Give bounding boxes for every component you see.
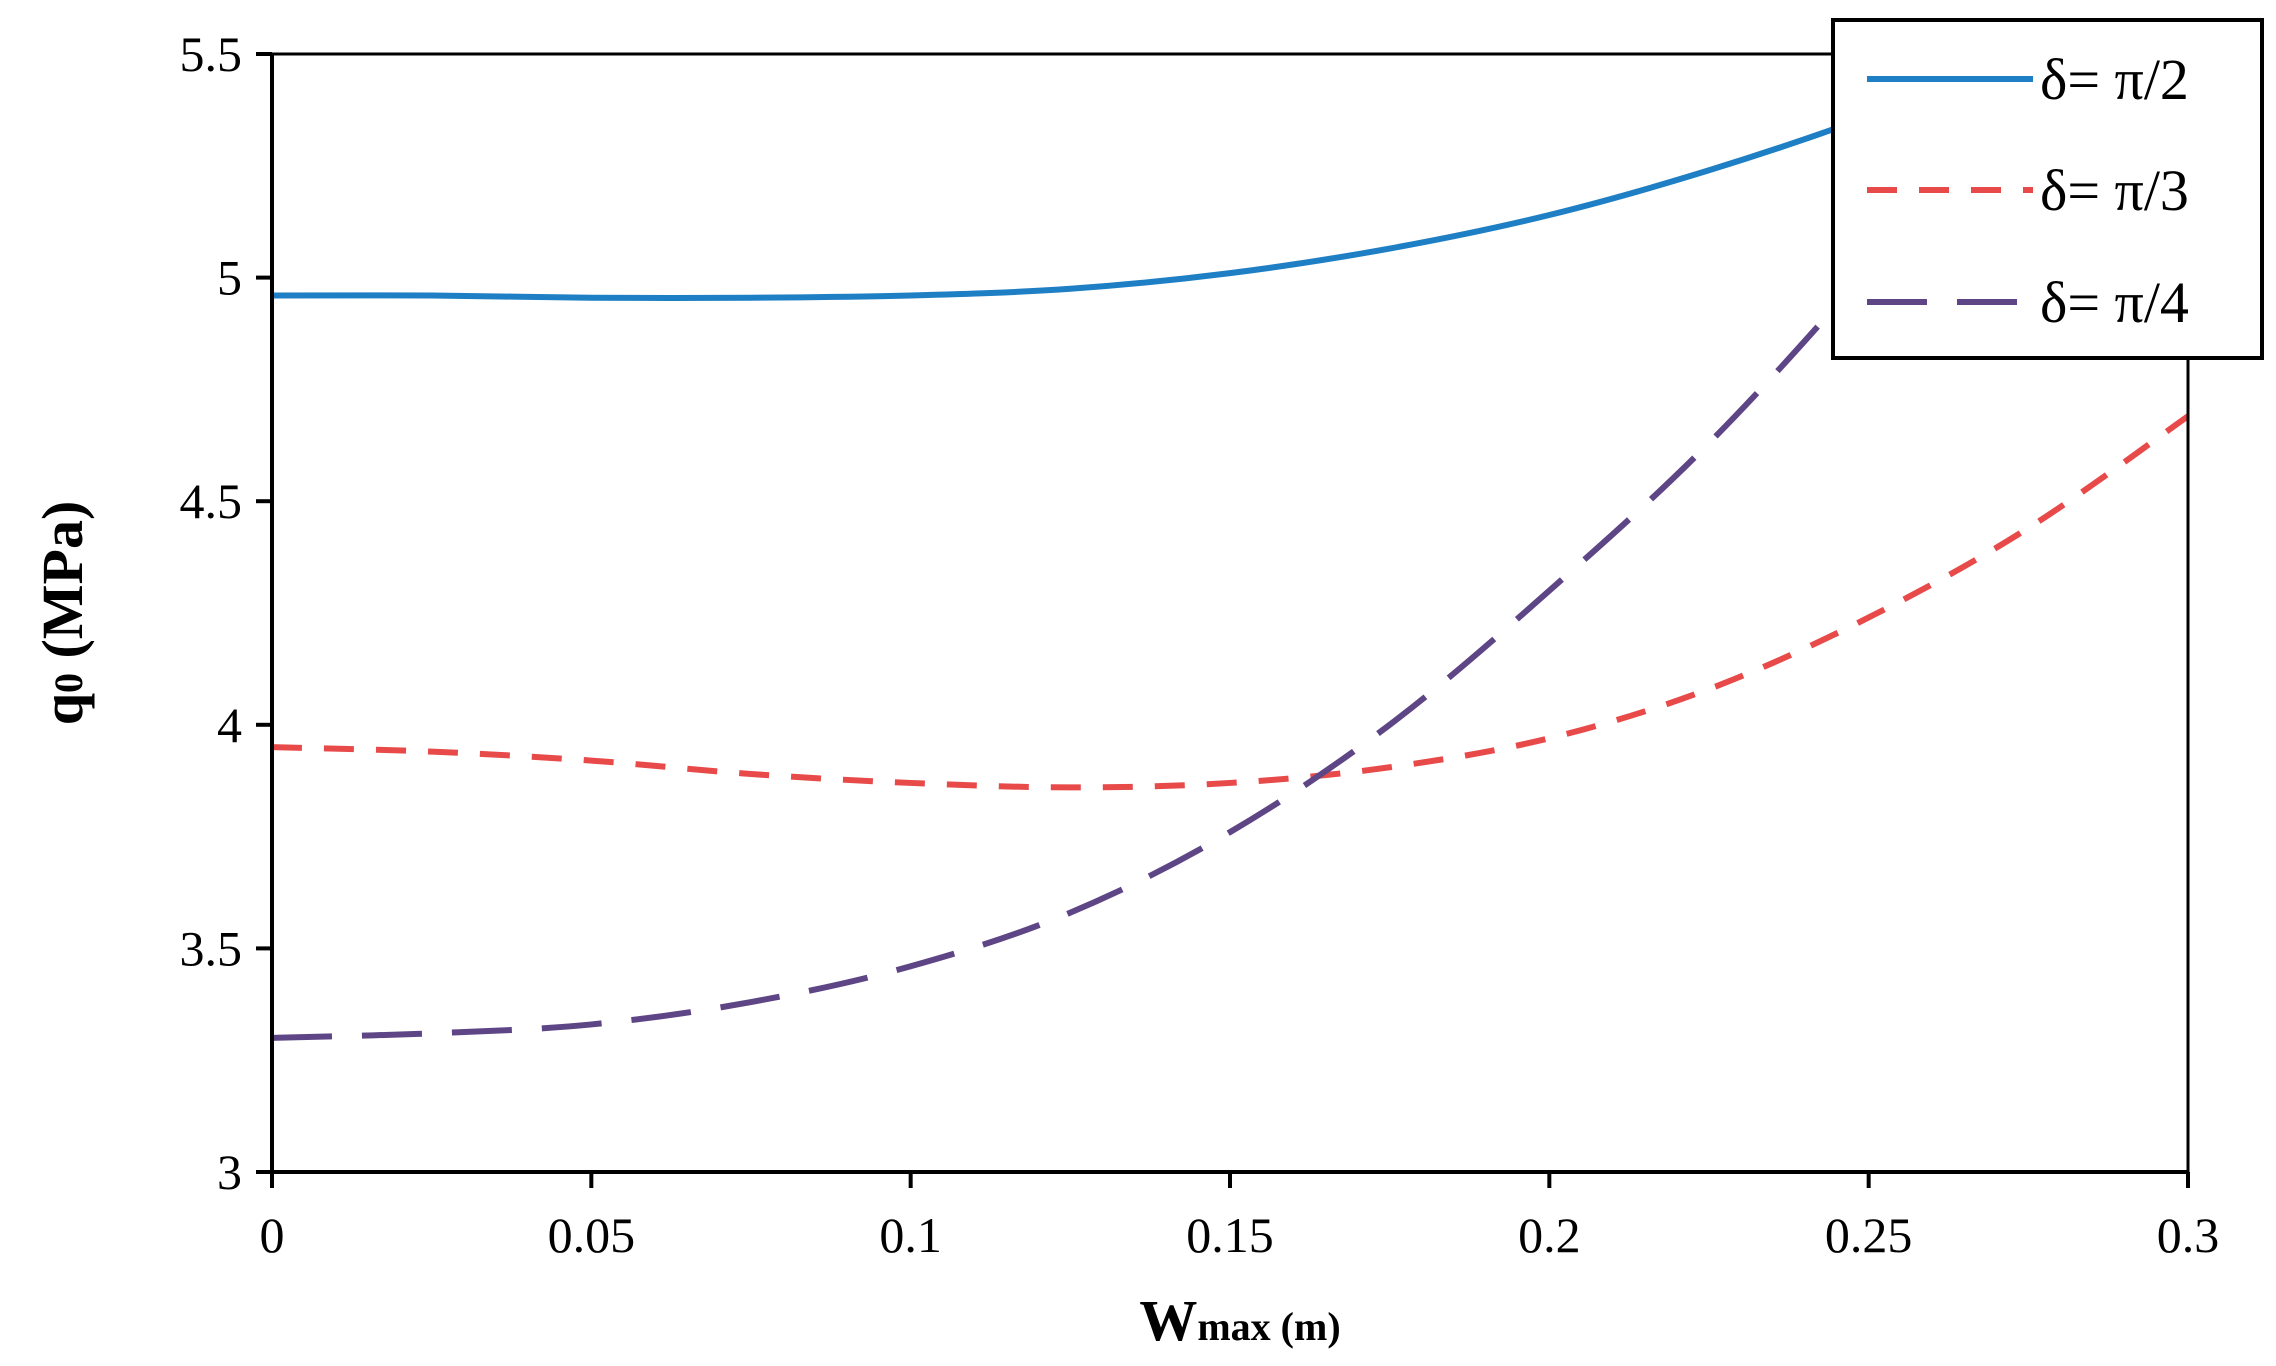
y-tick-label: 5.5 xyxy=(180,26,243,82)
legend-label-2: δ= π/3 xyxy=(2040,158,2189,223)
y-tick-label: 5 xyxy=(217,250,242,306)
x-tick-label: 0 xyxy=(260,1207,285,1263)
x-axis-title: Wmax (m) xyxy=(1139,1288,1340,1353)
legend-label-1: δ= π/2 xyxy=(2040,47,2189,112)
x-tick-label: 0.1 xyxy=(879,1207,942,1263)
x-tick-label: 0.05 xyxy=(548,1207,636,1263)
series-line-2 xyxy=(272,413,2188,791)
legend-label-3: δ= π/4 xyxy=(2040,270,2189,335)
y-tick-label: 3 xyxy=(217,1144,242,1200)
y-axis-title: q0 (MPa) xyxy=(30,501,95,726)
y-tick-label: 4 xyxy=(217,697,242,753)
x-tick-label: 0.2 xyxy=(1518,1207,1581,1263)
x-tick-label: 0.3 xyxy=(2157,1207,2220,1263)
y-tick-label: 3.5 xyxy=(180,920,243,976)
x-tick-label: 0.25 xyxy=(1825,1207,1913,1263)
y-tick-label: 4.5 xyxy=(180,473,243,529)
legend: δ= π/2 δ= π/3 δ= π/4 xyxy=(1831,18,2264,360)
x-tick-label: 0.15 xyxy=(1186,1207,1274,1263)
